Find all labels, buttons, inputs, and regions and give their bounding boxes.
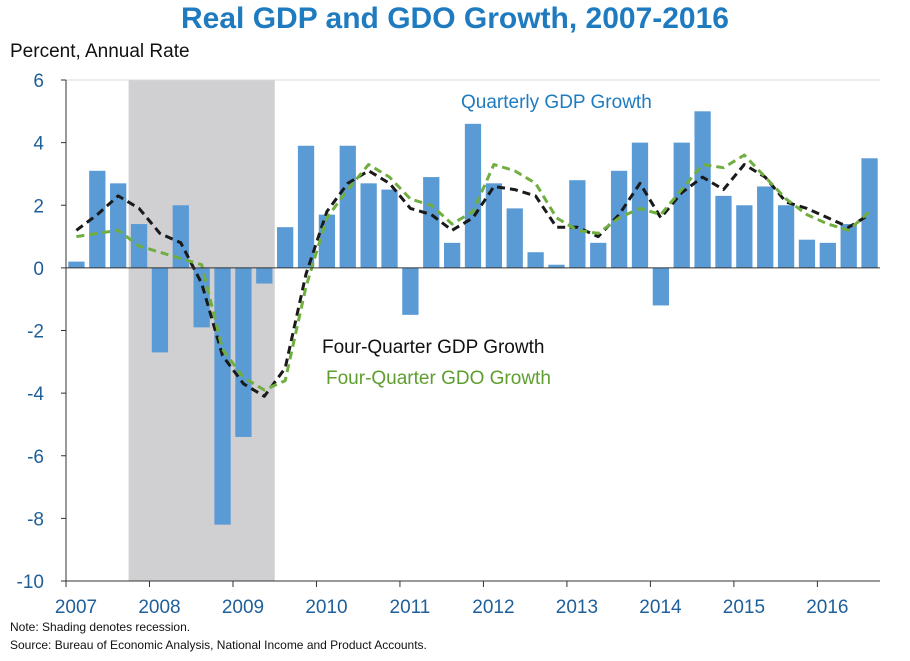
bar-2010Q3	[360, 183, 377, 268]
bar-2007Q2	[89, 170, 106, 268]
bar-2014Q4	[715, 195, 732, 268]
bar-2012Q1	[485, 183, 503, 268]
y-tick-label--6: -6	[27, 447, 44, 468]
bar-2015Q4	[798, 239, 816, 268]
bar-2009Q2	[256, 267, 273, 284]
y-tick-label--2: -2	[27, 322, 44, 343]
x-tick-label-2013: 2013	[556, 597, 598, 618]
chart-note: Note: Shading denotes recession.	[10, 620, 191, 634]
bar-2010Q4	[381, 189, 398, 268]
y-tick-label--4: -4	[27, 384, 44, 405]
bar-2016Q2	[840, 224, 857, 268]
bar-2008Q4	[214, 267, 231, 525]
bar-2009Q3	[277, 227, 294, 268]
x-tick-label-2011: 2011	[390, 597, 431, 618]
bar-2015Q3	[777, 205, 795, 268]
bar-2009Q1	[235, 267, 252, 437]
bar-2014Q2	[673, 142, 690, 268]
annotation-four-quarter-gdp-growth: Four-Quarter GDP Growth	[322, 337, 544, 358]
bar-2016Q1	[819, 242, 836, 268]
bar-2013Q4	[631, 142, 649, 268]
bar-2015Q2	[757, 186, 774, 268]
bar-2008Q1	[151, 267, 169, 353]
bar-2007Q3	[110, 183, 127, 268]
x-tick-label-2007: 2007	[55, 597, 97, 618]
bar-2011Q1	[402, 267, 419, 315]
y-tick-label-0: 0	[33, 259, 44, 280]
x-tick-label-2016: 2016	[806, 597, 848, 618]
y-tick-label--8: -8	[27, 509, 44, 530]
bar-2007Q1	[68, 261, 85, 268]
bar-2012Q4	[548, 264, 565, 268]
line-four-quarter-gdo-growth	[76, 153, 871, 392]
recession-shading	[128, 80, 275, 581]
chart-source: Source: Bureau of Economic Analysis, Nat…	[10, 638, 427, 652]
y-tick-label-6: 6	[33, 71, 44, 92]
chart-title: Real GDP and GDO Growth, 2007-2016	[181, 2, 729, 35]
x-tick-label-2009: 2009	[222, 597, 264, 618]
y-tick-label-2: 2	[33, 196, 44, 217]
bar-2012Q2	[506, 208, 523, 268]
bar-2013Q2	[590, 242, 607, 268]
x-tick-label-2008: 2008	[138, 597, 180, 618]
y-tick-label--10: -10	[17, 572, 44, 593]
bar-2008Q3	[193, 267, 210, 328]
annotation-four-quarter-gdo-growth: Four-Quarter GDO Growth	[326, 368, 551, 389]
bar-2014Q3	[694, 111, 711, 268]
x-tick-label-2014: 2014	[639, 597, 682, 618]
annotation-quarterly-gdp-growth: Quarterly GDP Growth	[461, 92, 652, 113]
bar-2012Q3	[527, 252, 544, 268]
bar-2011Q2	[423, 177, 440, 268]
y-tick-label-4: 4	[33, 134, 44, 155]
x-tick-label-2015: 2015	[723, 597, 765, 618]
bar-2013Q1	[569, 180, 586, 268]
x-tick-label-2010: 2010	[305, 597, 347, 618]
bar-2011Q4	[464, 123, 482, 268]
x-tick-label-2012: 2012	[472, 597, 514, 618]
bar-2014Q1	[652, 267, 669, 306]
bar-2011Q3	[443, 242, 461, 268]
y-axis-unit-label: Percent, Annual Rate	[10, 41, 190, 62]
bar-2010Q2	[339, 145, 356, 268]
bar-2015Q1	[736, 205, 753, 268]
bar-2009Q4	[297, 145, 315, 268]
